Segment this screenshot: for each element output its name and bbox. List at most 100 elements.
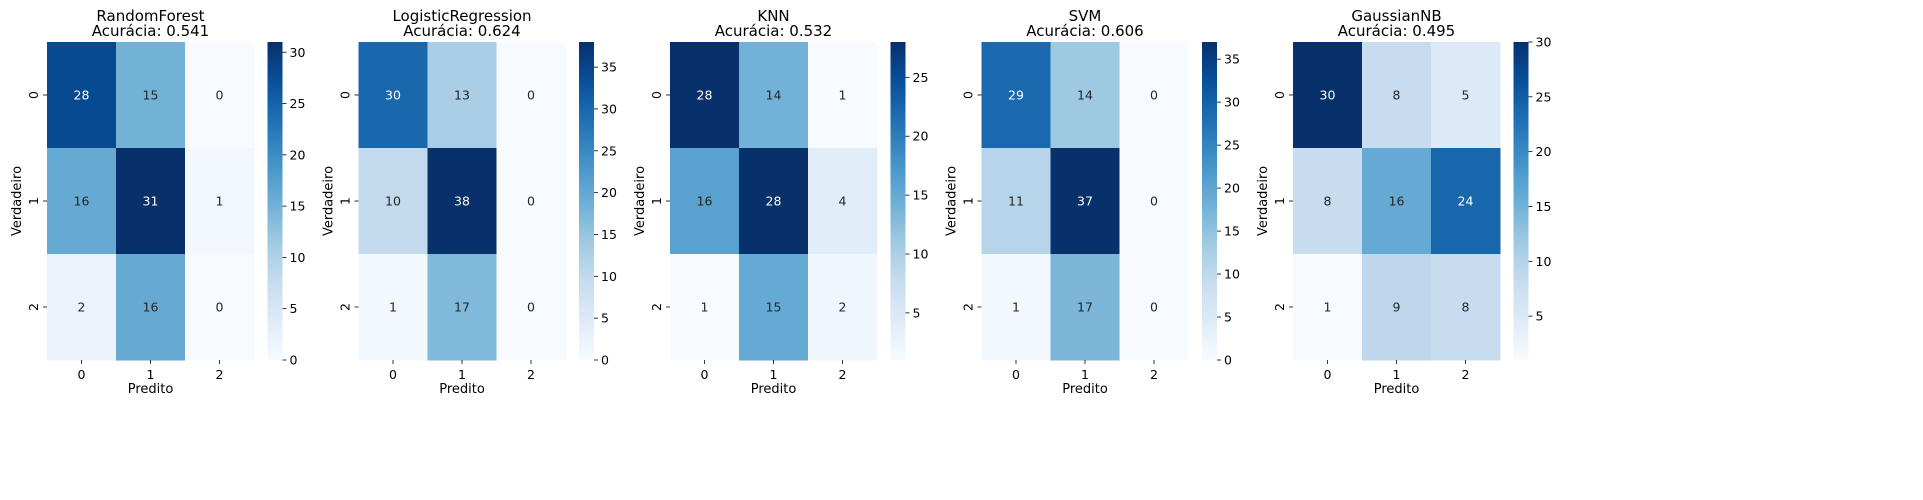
cell-value: 1 (839, 88, 847, 103)
cell-value: 2 (78, 300, 86, 315)
heatmap-cell (1119, 148, 1189, 255)
x-tick-label: 1 (770, 367, 778, 382)
x-tick-label: 0 (78, 367, 86, 382)
y-axis-label: Verdadeiro (945, 166, 960, 236)
heatmap-cell (358, 148, 428, 255)
colorbar-tick-label: 5 (1536, 309, 1544, 324)
colorbar-tick-label: 10 (1224, 267, 1240, 282)
cell-value: 1 (701, 300, 709, 315)
heatmap-cell (739, 42, 809, 149)
y-tick-label: 1 (338, 197, 353, 205)
heatmap-cell (808, 148, 878, 255)
colorbar-tick-label: 35 (1224, 52, 1240, 67)
colorbar-tick-label: 15 (290, 199, 306, 214)
cell-value: 38 (454, 194, 470, 209)
cell-value: 8 (1324, 194, 1332, 209)
x-axis-label: Predito (751, 382, 797, 397)
y-tick-label: 1 (961, 197, 976, 205)
cell-value: 15 (766, 300, 782, 315)
x-axis-label: Predito (1374, 382, 1420, 397)
colorbar (1202, 42, 1217, 360)
panel-title: GaussianNB (1351, 7, 1441, 25)
cell-value: 28 (74, 88, 90, 103)
panel-title: Acurácia: 0.606 (1026, 22, 1143, 40)
cell-value: 5 (1462, 88, 1470, 103)
colorbar (890, 42, 906, 360)
x-axis-label: Predito (128, 382, 174, 397)
heatmap-cell (496, 148, 566, 255)
colorbar-tick-label: 15 (601, 227, 617, 242)
colorbar-tick-label: 25 (1536, 89, 1552, 104)
y-tick-label: 0 (649, 91, 664, 99)
heatmap-cell (1362, 148, 1432, 255)
x-tick-label: 0 (1012, 367, 1020, 382)
colorbar-tick-label: 20 (1224, 181, 1240, 196)
colorbar-tick-label: 25 (290, 96, 306, 111)
cell-value: 17 (1077, 300, 1093, 315)
colorbar-tick-label: 30 (290, 45, 306, 60)
heatmap-cell (670, 254, 740, 361)
x-axis-label: Predito (1062, 382, 1108, 397)
heatmap-cell (981, 148, 1051, 255)
panel-title: LogisticRegression (392, 7, 531, 25)
x-tick-label: 2 (839, 367, 847, 382)
x-tick-label: 1 (458, 367, 466, 382)
cell-value: 16 (74, 194, 90, 209)
cell-value: 14 (1077, 88, 1093, 103)
colorbar-tick-label: 25 (601, 143, 617, 158)
cell-value: 37 (1077, 194, 1093, 209)
cell-value: 30 (385, 88, 401, 103)
cell-value: 10 (385, 194, 401, 209)
x-tick-label: 1 (1081, 367, 1089, 382)
colorbar-tick-label: 5 (601, 311, 609, 326)
heatmap-cell (1050, 254, 1120, 361)
panel-title: Acurácia: 0.532 (715, 22, 832, 40)
y-axis-label: Verdadeiro (322, 166, 337, 236)
heatmap-cell (670, 148, 740, 255)
heatmap-cell (116, 148, 186, 255)
heatmap-cell (670, 42, 740, 149)
cell-value: 0 (527, 300, 535, 315)
colorbar-tick-label: 10 (290, 250, 306, 265)
heatmap-cell (1050, 42, 1120, 149)
colorbar-tick-label: 10 (1536, 254, 1552, 269)
cell-value: 13 (454, 88, 470, 103)
cell-value: 14 (766, 88, 782, 103)
colorbar-tick-label: 5 (290, 301, 298, 316)
cell-value: 16 (1389, 194, 1405, 209)
x-tick-label: 0 (1324, 367, 1332, 382)
heatmap-cell (185, 148, 255, 255)
heatmap-cell (185, 42, 255, 149)
x-tick-label: 1 (1393, 367, 1401, 382)
colorbar-tick-label: 25 (913, 70, 929, 85)
colorbar-tick-label: 30 (1536, 35, 1552, 50)
heatmap-cell (1293, 254, 1363, 361)
cell-value: 1 (216, 194, 224, 209)
cell-value: 1 (1012, 300, 1020, 315)
heatmap-cell (427, 148, 497, 255)
y-axis-label: Verdadeiro (1256, 166, 1271, 236)
y-tick-label: 2 (26, 303, 41, 311)
y-tick-label: 0 (26, 91, 41, 99)
heatmap-cell (1431, 254, 1501, 361)
cell-value: 16 (697, 194, 713, 209)
colorbar-tick-label: 20 (290, 147, 306, 162)
cell-value: 0 (1150, 194, 1158, 209)
heatmap-cell (1119, 254, 1189, 361)
cell-value: 30 (1320, 88, 1336, 103)
colorbar-tick-label: 35 (601, 60, 617, 75)
cell-value: 8 (1393, 88, 1401, 103)
panel-title: Acurácia: 0.624 (403, 22, 520, 40)
heatmap-cell (358, 254, 428, 361)
colorbar-tick-label: 10 (913, 247, 929, 262)
y-tick-label: 2 (649, 303, 664, 311)
heatmap-cell (358, 42, 428, 149)
panel-title: RandomForest (96, 7, 204, 25)
colorbar-tick-label: 20 (601, 185, 617, 200)
heatmap-cell (1050, 148, 1120, 255)
colorbar-tick-label: 20 (1536, 144, 1552, 159)
